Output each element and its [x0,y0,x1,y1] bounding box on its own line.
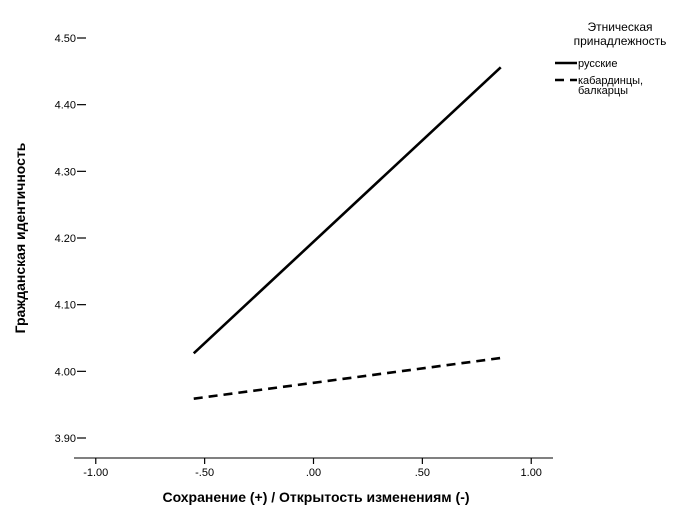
series-line-1 [192,66,502,355]
y-tick-label: 4.10 [55,300,76,312]
legend-title: Этническая [587,20,652,34]
y-tick-label: 3.90 [55,433,76,445]
y-axis-title: Гражданская идентичность [12,142,28,333]
x-axis: -1.00 -.50 .00 .50 1.00 [74,457,553,479]
series-line-2 [193,356,501,400]
x-tick-label: -1.00 [83,467,108,479]
x-axis-title: Сохранение (+) / Открытость изменениям (… [162,489,469,505]
y-axis: 3.90 4.00 4.10 4.20 4.30 4.40 4.50 [55,33,86,445]
y-tick-label: 4.50 [55,33,76,45]
legend-label-1: русские [578,58,617,70]
y-tick-label: 4.40 [55,100,76,112]
y-tick-label: 4.30 [55,166,76,178]
x-tick-label: 1.00 [521,467,542,479]
y-tick-label: 4.20 [55,233,76,245]
y-tick-label: 4.00 [55,366,76,378]
x-tick-label: -.50 [195,467,214,479]
plot-lines [192,66,502,400]
legend-title: принадлежность [574,34,667,48]
x-tick-label: .50 [415,467,430,479]
legend-label-2: кабардинцы, [578,75,643,87]
legend-label-2: балкарцы [578,85,628,97]
x-tick-label: .00 [306,467,321,479]
